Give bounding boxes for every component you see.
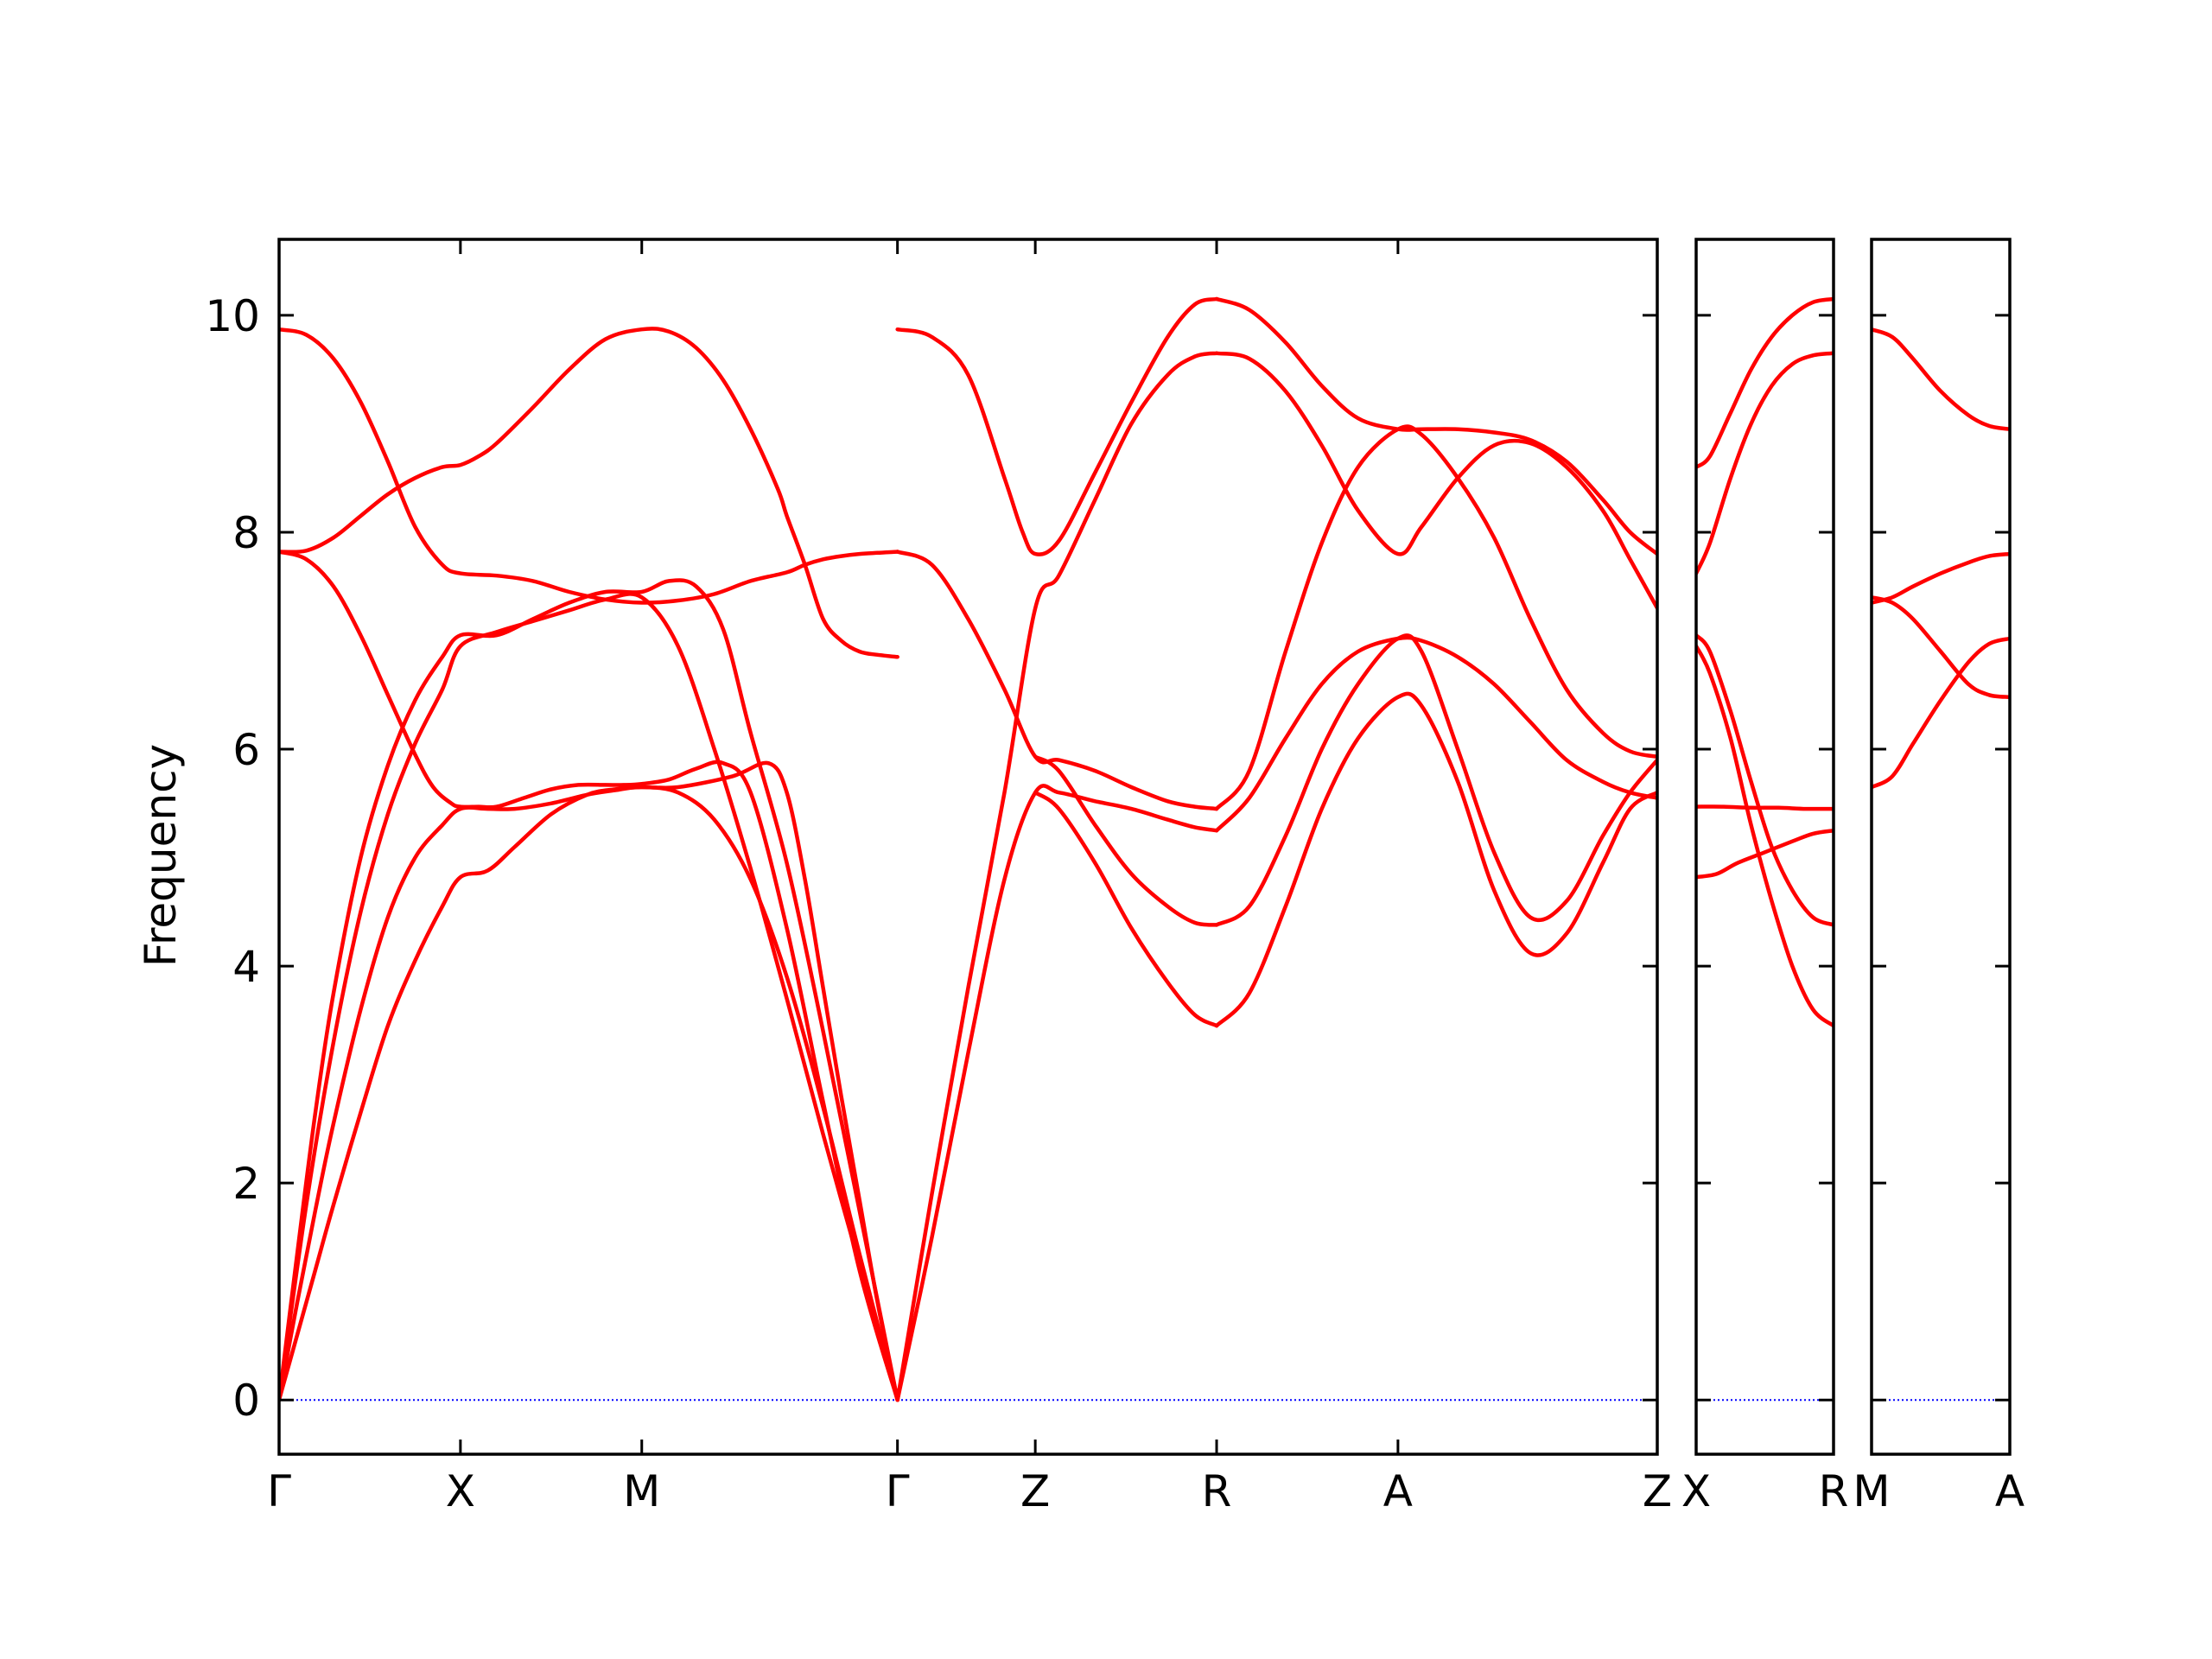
band-4 xyxy=(1696,632,1834,927)
band-2 xyxy=(279,760,899,1402)
band-12 xyxy=(1033,790,1219,1028)
y-axis-label: Frequency xyxy=(136,744,186,967)
band-15 xyxy=(1214,633,1657,927)
x-tick-label: Γ xyxy=(267,1466,291,1516)
x-tick-label: Z xyxy=(1020,1466,1050,1516)
band-6 xyxy=(279,327,899,659)
band-17 xyxy=(1214,424,1657,811)
x-tick-label: X xyxy=(446,1466,475,1516)
y-tick-label: 0 xyxy=(232,1376,260,1426)
band-16 xyxy=(1214,635,1657,833)
band-4 xyxy=(279,578,899,1402)
band-13 xyxy=(1033,754,1219,927)
band-7 xyxy=(279,327,899,605)
band-19 xyxy=(1214,296,1657,556)
band-3 xyxy=(279,592,899,1402)
x-tick-label: Z xyxy=(1643,1466,1672,1516)
y-tick-label: 2 xyxy=(232,1159,260,1209)
band-6 xyxy=(1696,296,1834,469)
band-1 xyxy=(1872,636,2010,790)
band-5 xyxy=(279,550,899,1402)
x-tick-label: A xyxy=(1995,1466,2024,1516)
band-2 xyxy=(1696,804,1834,811)
band-curves xyxy=(279,296,1657,1402)
band-9 xyxy=(895,351,1219,1402)
band-2 xyxy=(1872,595,2010,700)
y-tick-label: 4 xyxy=(232,942,260,992)
x-tick-label: R xyxy=(1819,1466,1849,1516)
band-18 xyxy=(1214,351,1657,611)
band-11 xyxy=(895,296,1219,556)
x-tick-label: M xyxy=(623,1466,660,1516)
band-14 xyxy=(1214,691,1657,1028)
x-tick-label: M xyxy=(1853,1466,1890,1516)
band-3 xyxy=(1872,551,2010,605)
band-4 xyxy=(1872,327,2010,431)
band-3 xyxy=(1696,644,1834,1028)
y-tick-label: 6 xyxy=(232,725,260,775)
panel-frame xyxy=(1694,238,1835,1456)
band-curves xyxy=(1872,327,2010,790)
band-10 xyxy=(895,550,1219,811)
x-tick-label: Γ xyxy=(886,1466,910,1516)
band-1 xyxy=(1696,828,1834,880)
panel-frame xyxy=(1870,238,2012,1456)
band-1 xyxy=(279,785,899,1402)
x-tick-label: A xyxy=(1383,1466,1413,1516)
band-5 xyxy=(1696,351,1834,575)
band-8 xyxy=(895,784,1219,1402)
band-curves xyxy=(1696,296,1834,1028)
panel-1: 0 2 4 6 8 10 Γ X M Γ Z R A Z xyxy=(205,238,1672,1516)
panel-frame xyxy=(277,238,1659,1456)
x-tick-label: X xyxy=(1681,1466,1711,1516)
y-tick-label: 8 xyxy=(232,508,260,558)
y-tick-label: 10 xyxy=(205,291,260,341)
x-tick-label: R xyxy=(1202,1466,1232,1516)
